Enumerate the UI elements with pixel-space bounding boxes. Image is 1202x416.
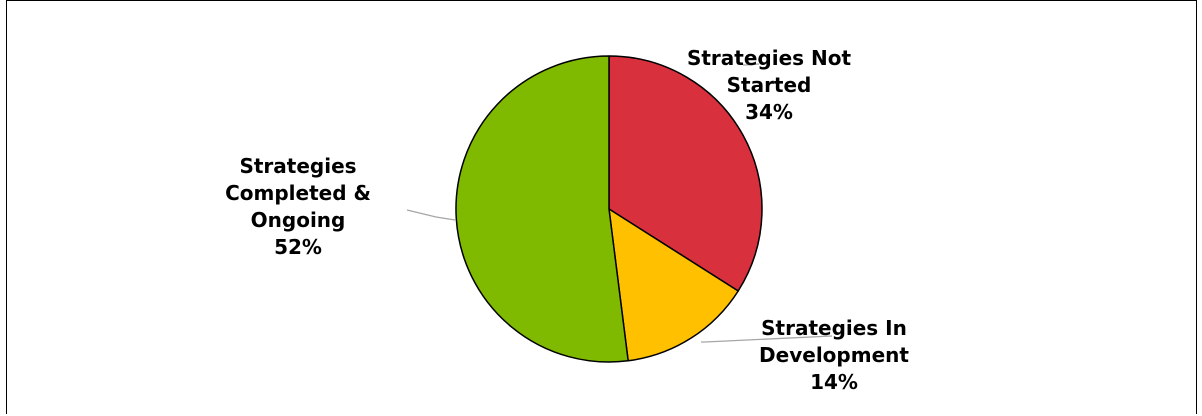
data-label-line: Strategies (239, 154, 356, 178)
data-label-line: Started (727, 73, 812, 97)
data-label-line: Development (759, 343, 909, 367)
data-label-percent: 14% (810, 370, 858, 394)
data-label-line: Ongoing (251, 208, 346, 232)
pie-slice-strategies-not-started (608, 55, 763, 292)
data-labels: Strategies Not Started 34% Strategies In Dev… (225, 46, 909, 394)
leader-line (406, 209, 456, 221)
data-label-percent: 34% (745, 100, 793, 124)
chart-frame: Strategies Not Started 34% Strategies In Dev… (6, 0, 1197, 414)
leader-lines (406, 63, 833, 343)
data-label-line: Completed & (225, 181, 371, 205)
data-label: Strategies Completed & Ongoing 52% (225, 154, 371, 259)
data-label-line: Strategies Not (687, 46, 852, 70)
pie-chart: Strategies Not Started 34% Strategies In Dev… (225, 46, 909, 394)
pie-slice-strategies-in-development (608, 208, 739, 362)
leader-line (701, 335, 833, 343)
data-label-line: Strategies In (761, 316, 907, 340)
data-label-percent: 52% (274, 235, 322, 259)
data-label: Strategies Not Started 34% (687, 46, 852, 124)
pie-slice-strategies-completed-ongoing (455, 55, 629, 363)
pie-slices (455, 55, 763, 363)
leader-line (743, 63, 760, 66)
data-label: Strategies In Development 14% (759, 316, 909, 394)
